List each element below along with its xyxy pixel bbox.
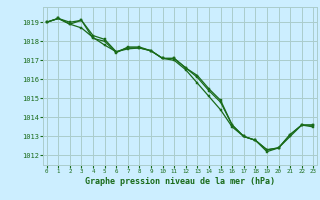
X-axis label: Graphe pression niveau de la mer (hPa): Graphe pression niveau de la mer (hPa)	[85, 177, 275, 186]
